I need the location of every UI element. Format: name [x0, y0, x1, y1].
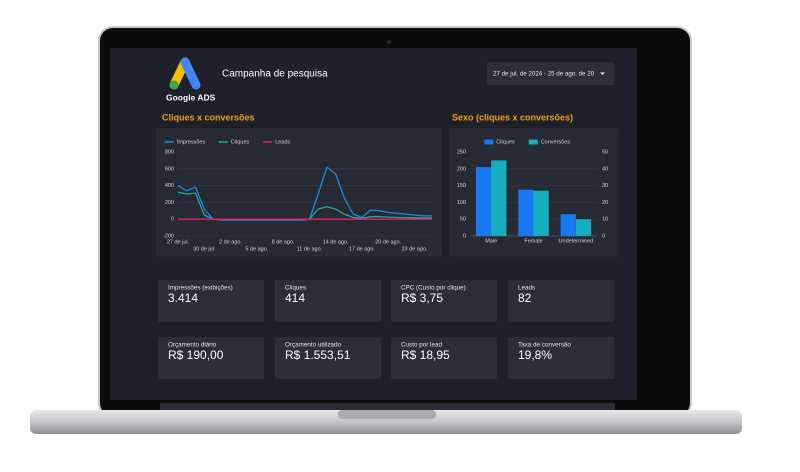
x-tick-label: 23 de ago.	[401, 246, 427, 252]
laptop-base	[30, 410, 742, 434]
kpi-label: Orçamento utilizado	[285, 342, 341, 349]
x-tick-label: 20 de ago.	[375, 239, 401, 245]
dropdown-caret[interactable]	[600, 72, 605, 76]
kpi-value: 82	[518, 291, 532, 305]
y-tick-label: 100	[457, 200, 466, 206]
kpi-label: Taxa de conversão	[518, 342, 571, 349]
y-tick-label: 600	[165, 166, 174, 172]
bar	[575, 219, 592, 236]
y-tick-label: 0	[171, 217, 174, 223]
date-picker[interactable]	[487, 62, 614, 85]
x-tick-label: 2 de ago.	[219, 239, 242, 245]
kpi-card	[158, 280, 264, 322]
y-tick-label: 0	[602, 233, 605, 239]
bar	[533, 190, 549, 236]
date-range[interactable]: 27 de jul. de 2024 - 25 de ago. de 20	[493, 71, 595, 78]
kpi-label: Impressões (exibições)	[168, 285, 233, 292]
x-tick-label: 11 de ago.	[297, 246, 323, 252]
bar	[475, 167, 492, 236]
kpi-value: 3.414	[168, 291, 198, 305]
y-tick-label: 30	[602, 183, 608, 189]
y-tick-label: 40	[602, 166, 608, 172]
y-tick-label: 200	[457, 166, 466, 172]
y-tick-label: 150	[457, 183, 466, 189]
bar	[518, 189, 534, 236]
x-tick-label: 17 de ago.	[349, 246, 375, 252]
x-tick-label: 30 de jul.	[193, 246, 216, 252]
legend-label: Cliques	[231, 139, 250, 145]
kpi-card	[508, 280, 614, 322]
x-tick-label: 14 de ago.	[323, 239, 349, 245]
kpi-value: 414	[285, 291, 305, 305]
y-tick-label: 0	[463, 233, 466, 239]
legend-swatch	[528, 139, 538, 145]
legend-label: Cliques	[496, 139, 515, 145]
kpi-label: Custo por lead	[401, 342, 442, 349]
chart-panel	[156, 128, 442, 257]
kpi-card	[275, 280, 381, 322]
y-tick-label: 200	[165, 200, 174, 206]
chart-title: Sexo (cliques x conversões)	[452, 112, 573, 122]
camera	[387, 40, 391, 44]
y-tick-label: -200	[163, 233, 174, 239]
kpi-label: Orçamento diário	[168, 342, 217, 349]
kpi-value: R$ 1.553,51	[285, 348, 351, 362]
legend-swatch	[484, 139, 494, 145]
kpi-card	[508, 337, 614, 379]
kpi-value: 19,8%	[518, 348, 552, 362]
screen-footer	[160, 403, 615, 410]
legend-label: Conversões	[541, 139, 571, 145]
bar	[560, 214, 576, 236]
google-ads-logo	[169, 57, 201, 90]
kpi-card	[391, 337, 497, 379]
y-tick-label: 400	[165, 183, 174, 189]
y-tick-label: 50	[460, 217, 466, 223]
kpi-label: Cliques	[285, 285, 306, 292]
kpi-value: R$ 3,75	[401, 291, 443, 305]
legend-label: Leads	[275, 139, 290, 145]
legend-label: Impressões	[177, 139, 206, 145]
kpi-label: Leads	[518, 285, 535, 292]
x-tick-label: 8 de ago.	[272, 239, 295, 245]
x-tick-label: Undetermined	[559, 238, 594, 244]
kpi-value: R$ 190,00	[168, 348, 224, 362]
x-tick-label: Female	[524, 238, 542, 244]
y-tick-label: 800	[165, 149, 174, 155]
kpi-card	[275, 337, 381, 379]
page-title: Campanha de pesquisa	[222, 69, 328, 80]
kpi-value: R$ 18,95	[401, 348, 450, 362]
kpi-card	[391, 280, 497, 322]
laptop-notch	[338, 410, 436, 419]
kpi-label: CPC (Custo por clique)	[401, 285, 466, 292]
x-tick-label: 5 de ago.	[245, 246, 268, 252]
y-tick-label: 250	[457, 149, 466, 155]
kpi-card	[158, 337, 264, 379]
y-tick-label: 10	[602, 217, 608, 223]
y-tick-label: 20	[602, 200, 608, 206]
logo-text: Google ADS	[166, 92, 216, 102]
x-tick-label: Male	[485, 238, 497, 244]
y-tick-label: 50	[602, 149, 608, 155]
x-tick-label: 27 de jul.	[167, 239, 190, 245]
bar	[491, 160, 507, 236]
chart-title: Cliques x conversões	[162, 112, 255, 122]
